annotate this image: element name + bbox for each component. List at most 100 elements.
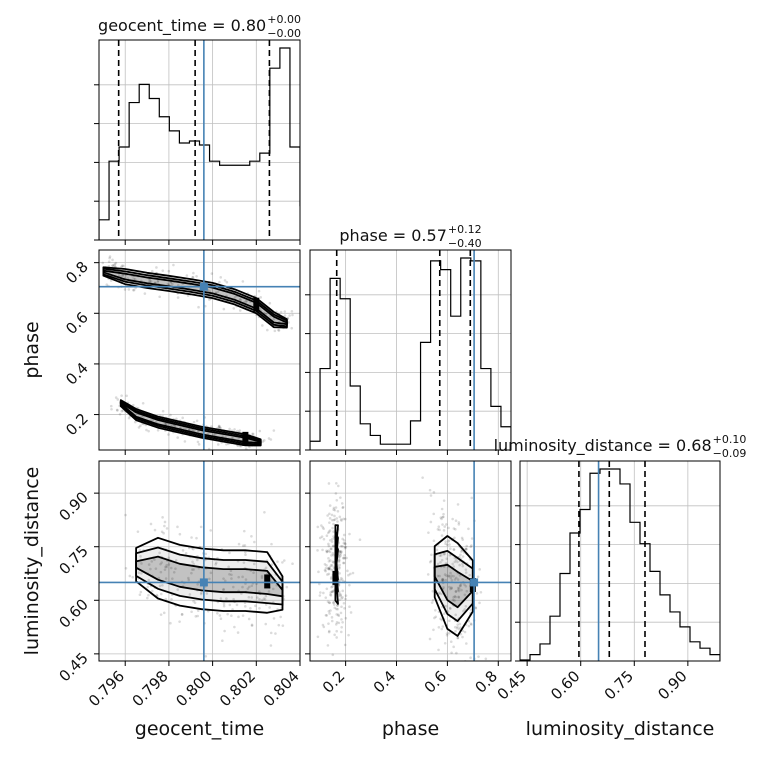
sample-point — [207, 447, 211, 450]
sample-point — [338, 578, 342, 582]
sample-point — [269, 631, 273, 635]
sample-point — [460, 588, 463, 592]
sample-point — [447, 539, 451, 542]
sample-point — [124, 566, 128, 570]
sample-point — [222, 307, 226, 311]
sample-point — [274, 632, 277, 635]
sample-point — [459, 584, 462, 588]
sample-point — [194, 615, 198, 618]
sample-point — [448, 543, 451, 546]
sample-point — [330, 547, 333, 551]
sample-point — [258, 606, 261, 610]
sample-point — [452, 574, 455, 578]
sample-point — [325, 549, 328, 553]
sample-point — [430, 601, 434, 604]
sample-point — [328, 612, 331, 615]
sample-point — [146, 585, 149, 589]
sample-point — [281, 624, 285, 627]
sample-point — [271, 587, 275, 591]
sample-point — [222, 577, 225, 580]
sample-point — [252, 562, 256, 566]
contours-geocent_time-luminosity_distance — [135, 536, 284, 614]
y-tick-label: 0.2 — [62, 410, 92, 440]
sample-point — [479, 590, 483, 594]
truth-marker — [470, 578, 479, 587]
sample-point — [326, 567, 330, 570]
sample-point — [469, 622, 473, 625]
sample-point — [452, 565, 455, 568]
sample-point — [327, 557, 330, 560]
sample-point — [223, 629, 226, 633]
panel-title-luminosity_distance: luminosity_distance = 0.68 +0.10−0.09 — [494, 433, 747, 460]
sample-point — [261, 440, 265, 443]
sample-point — [149, 567, 152, 571]
sample-point — [238, 298, 242, 301]
panel-hist-phase — [309, 249, 512, 451]
frame-layer — [94, 39, 721, 666]
sample-point — [140, 572, 143, 575]
sample-point — [338, 550, 342, 553]
truth-cross — [99, 250, 300, 450]
sample-point — [328, 521, 331, 524]
sample-point — [468, 675, 471, 678]
sample-point — [238, 429, 242, 432]
sample-point — [150, 589, 154, 593]
sample-point — [330, 537, 334, 541]
sample-point — [450, 586, 453, 589]
sample-point — [324, 569, 327, 573]
sample-point — [247, 595, 251, 599]
sample-point — [335, 621, 339, 624]
sample-point — [175, 417, 178, 421]
sample-point — [450, 578, 454, 582]
sample-point — [449, 640, 453, 644]
sample-point — [438, 574, 441, 578]
title-plus: +0.10 — [713, 433, 747, 446]
sample-point — [440, 579, 444, 583]
contour-level — [102, 266, 288, 329]
sample-point — [474, 606, 477, 609]
sample-point — [205, 592, 209, 595]
sample-point — [454, 629, 457, 633]
sample-point — [453, 625, 457, 629]
x-tick-label: 0.2 — [319, 667, 349, 697]
sample-point — [431, 589, 435, 593]
sample-point — [451, 598, 455, 602]
sample-point — [333, 633, 336, 637]
sample-point — [149, 522, 153, 526]
y-axis-label-phase: phase — [21, 321, 43, 378]
sample-point — [163, 568, 167, 571]
sample-point — [328, 550, 332, 554]
sample-point — [159, 570, 163, 574]
sample-point — [447, 526, 450, 530]
hist-gridlines — [520, 505, 720, 623]
sample-point — [190, 571, 193, 575]
sample-point — [348, 605, 351, 609]
sample-point — [341, 620, 344, 624]
sample-point — [330, 590, 334, 594]
sample-point — [248, 585, 251, 589]
sample-point — [208, 298, 211, 301]
sample-point — [262, 439, 266, 442]
sample-point — [343, 556, 347, 560]
sample-point — [458, 627, 461, 631]
sample-point — [133, 420, 137, 424]
sample-point — [460, 536, 464, 540]
sample-point — [258, 597, 261, 601]
sample-point — [230, 614, 233, 618]
sample-point — [147, 429, 150, 433]
sample-point — [338, 515, 342, 519]
sample-point — [346, 569, 349, 573]
sample-point — [196, 558, 199, 562]
sample-point — [121, 273, 124, 277]
sample-point — [174, 567, 177, 570]
sample-point — [277, 329, 281, 332]
sample-point — [454, 613, 458, 617]
sample-point — [199, 592, 203, 596]
sample-point — [445, 633, 449, 637]
sample-point — [147, 578, 151, 582]
sample-point — [159, 613, 163, 616]
sample-point — [340, 578, 344, 581]
sample-point — [338, 555, 341, 558]
sample-point — [338, 565, 341, 569]
sample-point — [475, 592, 479, 595]
